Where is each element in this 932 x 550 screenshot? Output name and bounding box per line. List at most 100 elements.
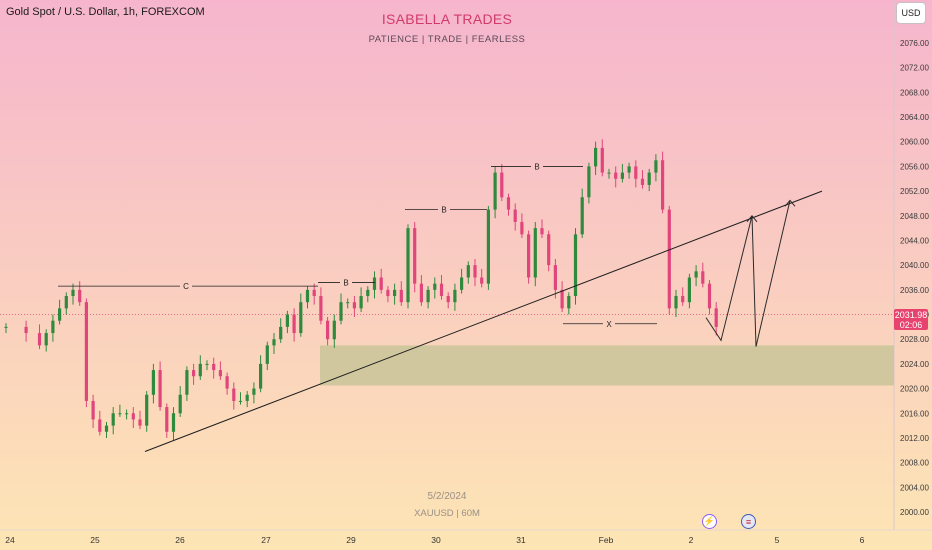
structure-label: C bbox=[183, 282, 189, 291]
lightning-icon[interactable]: ⚡ bbox=[702, 514, 717, 529]
candle bbox=[540, 219, 544, 239]
candle bbox=[607, 168, 611, 179]
candle bbox=[379, 268, 383, 294]
candle-body bbox=[178, 394, 182, 414]
candle bbox=[547, 230, 551, 272]
candle bbox=[714, 302, 718, 336]
y-tick-label: 2068.00 bbox=[900, 88, 929, 97]
candle bbox=[614, 166, 618, 188]
candle-body bbox=[151, 370, 155, 395]
candle-body bbox=[352, 302, 356, 309]
candle bbox=[386, 286, 390, 303]
candle-body bbox=[493, 172, 497, 210]
candle bbox=[466, 261, 470, 284]
y-tick-label: 2008.00 bbox=[900, 459, 929, 468]
y-tick-label: 2076.00 bbox=[900, 39, 929, 48]
candle-body bbox=[104, 425, 109, 432]
candle bbox=[439, 275, 444, 300]
candle bbox=[533, 221, 537, 287]
candle bbox=[205, 360, 209, 371]
candle-body bbox=[58, 308, 62, 321]
candle-body bbox=[687, 277, 691, 303]
candle bbox=[245, 391, 249, 408]
candle bbox=[178, 386, 182, 417]
candle-body bbox=[332, 320, 336, 340]
candle bbox=[4, 323, 8, 334]
y-tick-label: 2044.00 bbox=[900, 236, 929, 245]
candle-body bbox=[225, 376, 229, 389]
candle-body bbox=[111, 413, 115, 426]
candle-body bbox=[466, 265, 470, 278]
candle-body bbox=[540, 228, 544, 235]
candle bbox=[707, 279, 712, 315]
candle-body bbox=[647, 172, 651, 185]
candle bbox=[259, 355, 263, 393]
candle-body bbox=[185, 370, 189, 395]
candle bbox=[64, 292, 68, 315]
candle bbox=[426, 286, 430, 309]
candle-body bbox=[232, 388, 236, 401]
candle bbox=[661, 151, 665, 214]
candle-body bbox=[51, 320, 55, 334]
candle bbox=[84, 298, 88, 408]
current-price-label: 2031.98 02:06 bbox=[894, 309, 928, 330]
candle bbox=[232, 382, 236, 410]
candle bbox=[192, 363, 196, 385]
candle-body bbox=[238, 400, 243, 402]
candle bbox=[694, 265, 698, 287]
candle-body bbox=[600, 147, 604, 173]
x-tick-label: 26 bbox=[175, 535, 185, 545]
x-tick-label: Feb bbox=[599, 535, 614, 545]
candle-body bbox=[272, 339, 276, 346]
candle bbox=[131, 407, 135, 429]
x-tick-label: 5 bbox=[775, 535, 780, 545]
candle bbox=[513, 203, 517, 231]
candle bbox=[118, 404, 122, 417]
candle bbox=[252, 382, 256, 404]
candle-body bbox=[319, 296, 323, 321]
candle-body bbox=[312, 289, 316, 297]
candle bbox=[51, 314, 55, 342]
candle-body bbox=[573, 234, 578, 297]
candle-body bbox=[640, 178, 645, 185]
candle bbox=[326, 316, 330, 346]
candle bbox=[145, 391, 149, 432]
y-tick-label: 2012.00 bbox=[900, 434, 929, 443]
candle-body bbox=[533, 228, 537, 278]
candle-body bbox=[620, 172, 624, 179]
date-watermark: 5/2/2024 bbox=[427, 491, 467, 502]
candle bbox=[104, 421, 109, 438]
candle bbox=[44, 329, 48, 352]
candle-body bbox=[158, 370, 162, 408]
currency-button[interactable]: USD bbox=[896, 2, 926, 24]
candle bbox=[567, 292, 571, 315]
candle bbox=[647, 168, 651, 192]
candle-body bbox=[131, 413, 135, 420]
y-tick-label: 2016.00 bbox=[900, 409, 929, 418]
candle-body bbox=[667, 209, 671, 309]
candle bbox=[299, 293, 303, 337]
candle bbox=[125, 409, 129, 420]
candle bbox=[91, 394, 95, 429]
candle bbox=[473, 258, 477, 287]
candle-body bbox=[78, 289, 82, 303]
candle bbox=[198, 355, 202, 380]
y-tick-label: 2048.00 bbox=[900, 212, 929, 221]
y-tick-label: 2004.00 bbox=[900, 483, 929, 492]
us-flag-icon[interactable]: ≡ bbox=[741, 514, 756, 529]
candle bbox=[506, 193, 511, 216]
candle bbox=[151, 363, 155, 404]
candle bbox=[165, 403, 169, 438]
candle bbox=[419, 275, 423, 306]
brand-title: ISABELLA TRADES bbox=[381, 11, 513, 27]
candle bbox=[305, 286, 310, 309]
x-tick-label: 24 bbox=[5, 535, 15, 545]
candle-body bbox=[560, 289, 564, 309]
candle bbox=[212, 357, 216, 379]
candle-body bbox=[426, 289, 430, 303]
candle bbox=[359, 287, 363, 313]
candle-body bbox=[460, 277, 464, 290]
